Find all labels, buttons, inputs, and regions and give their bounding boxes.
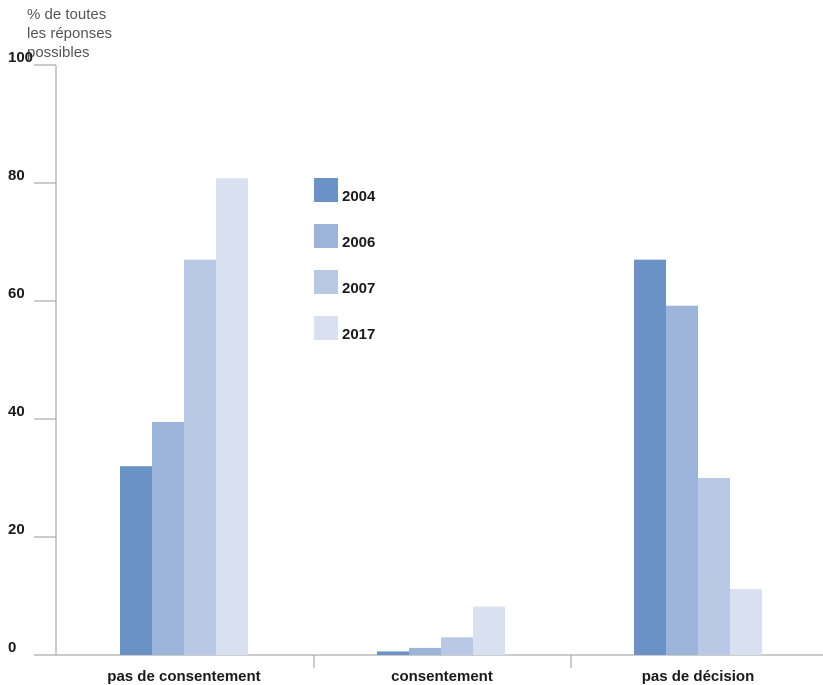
bar-2006-0 (152, 421, 184, 655)
x-category-label: pas de décision (642, 668, 755, 685)
legend: 2004 2006 2007 2017 (314, 178, 376, 343)
bar-2017-0 (216, 178, 248, 655)
y-tick-label: 100 (8, 49, 33, 66)
bar-2007-2 (698, 478, 730, 655)
y-axis-unit-line: % de toutes (27, 6, 106, 23)
bars (120, 178, 762, 655)
bar-2017-1 (473, 606, 505, 655)
bar-2004-1 (377, 651, 409, 655)
bar-2007-1 (441, 637, 473, 655)
legend-swatch-2006 (314, 224, 338, 248)
bar-2017-2 (730, 588, 762, 655)
y-axis-unit-label: % de toutes les réponses possibles (27, 6, 112, 61)
x-categories: pas de consentement consentement pas de dé… (107, 655, 754, 685)
x-category-label: consentement (391, 668, 493, 685)
bar-2006-1 (409, 647, 441, 655)
bar-2007-0 (184, 259, 216, 655)
legend-label-2004: 2004 (342, 188, 376, 205)
legend-swatch-2017 (314, 316, 338, 340)
y-tick-label: 80 (8, 167, 25, 184)
x-category-label: pas de consentement (107, 668, 260, 685)
y-tick-label: 60 (8, 285, 25, 302)
legend-label-2007: 2007 (342, 280, 375, 297)
legend-swatch-2007 (314, 270, 338, 294)
legend-label-2006: 2006 (342, 234, 375, 251)
y-tick-label: 40 (8, 403, 25, 420)
y-axis-unit-line: les réponses (27, 25, 112, 42)
y-tick-label: 0 (8, 639, 16, 656)
bar-2004-2 (634, 259, 666, 655)
legend-label-2017: 2017 (342, 326, 375, 343)
y-axis-unit-line: possibles (27, 44, 90, 61)
bar-2004-0 (120, 466, 152, 655)
y-ticks: 0 20 40 60 80 100 (8, 49, 56, 656)
bar-2006-2 (666, 305, 698, 655)
y-tick-label: 20 (8, 521, 25, 538)
legend-swatch-2004 (314, 178, 338, 202)
